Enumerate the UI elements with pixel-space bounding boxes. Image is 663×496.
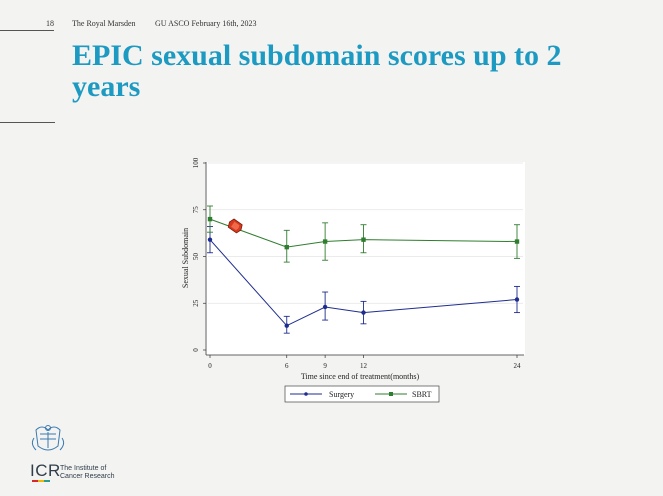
slide-number: 18 <box>46 19 54 28</box>
x-tick-label: 24 <box>514 362 522 370</box>
header-rule <box>0 30 54 31</box>
data-point-sbrt <box>284 244 289 250</box>
axes: 0 25 50 75 100 0 6 9 12 24 <box>192 157 524 370</box>
data-point-sbrt <box>361 237 366 242</box>
legend: Surgery SBRT <box>284 385 440 403</box>
y-tick-label: 75 <box>192 206 200 214</box>
icr-crest-icon <box>31 425 65 482</box>
organization-label: The Royal Marsden <box>72 19 136 28</box>
legend-marker-surgery <box>304 392 308 396</box>
y-tick-label: 25 <box>192 299 200 307</box>
data-point-surgery <box>514 297 520 302</box>
title-rule <box>0 122 55 123</box>
y-axis-label: Sexual Subdomain <box>181 228 190 288</box>
y-tick-label: 0 <box>192 348 200 352</box>
data-point-surgery <box>361 310 366 315</box>
slide-title: EPIC sexual subdomain scores up to 2 yea… <box>72 39 562 103</box>
legend-label-sbrt: SBRT <box>412 390 432 399</box>
y-tick-label: 100 <box>192 157 200 168</box>
data-point-sbrt <box>207 216 213 222</box>
data-point-sbrt <box>322 239 328 244</box>
icr-logo-line2: Cancer Research <box>60 473 115 480</box>
event-label: GU ASCO February 16th, 2023 <box>155 19 257 28</box>
data-point-surgery <box>207 237 213 242</box>
x-axis-label: Time since end of treatment(months) <box>301 372 420 381</box>
legend-marker-sbrt <box>389 392 393 396</box>
plot-area <box>205 162 525 355</box>
x-tick-label: 6 <box>285 362 289 370</box>
series-group <box>207 205 520 334</box>
data-point-surgery <box>284 323 289 328</box>
y-tick-label: 50 <box>192 253 200 261</box>
data-point-surgery <box>322 304 328 310</box>
icr-logo-text: ICR <box>30 461 61 480</box>
x-tick-label: 0 <box>208 362 212 370</box>
data-point-sbrt <box>514 239 520 244</box>
x-tick-label: 12 <box>360 362 368 370</box>
x-tick-label: 9 <box>323 362 327 370</box>
pointer-annotation-icon <box>227 218 243 234</box>
legend-label-surgery: Surgery <box>329 390 354 399</box>
icr-logo-line1: The Institute of <box>60 465 107 472</box>
